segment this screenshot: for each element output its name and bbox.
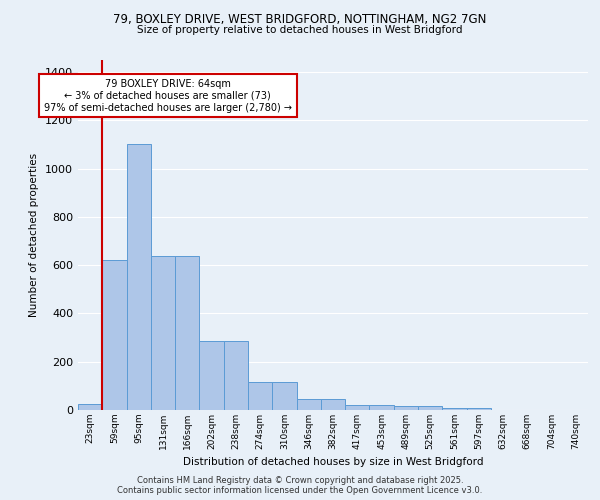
Bar [248, 382, 272, 410]
Text: Size of property relative to detached houses in West Bridgford: Size of property relative to detached ho… [137, 25, 463, 35]
Bar [442, 408, 467, 410]
Text: Contains HM Land Registry data © Crown copyright and database right 2025.
Contai: Contains HM Land Registry data © Crown c… [118, 476, 482, 495]
Bar [199, 341, 224, 410]
Y-axis label: Number of detached properties: Number of detached properties [29, 153, 40, 317]
X-axis label: Distribution of detached houses by size in West Bridgford: Distribution of detached houses by size … [183, 458, 483, 468]
Bar [151, 256, 175, 410]
Bar [102, 260, 127, 410]
Bar [467, 408, 491, 410]
Bar [345, 405, 370, 410]
Text: 79, BOXLEY DRIVE, WEST BRIDGFORD, NOTTINGHAM, NG2 7GN: 79, BOXLEY DRIVE, WEST BRIDGFORD, NOTTIN… [113, 12, 487, 26]
Bar [272, 382, 296, 410]
Bar [224, 341, 248, 410]
Text: 79 BOXLEY DRIVE: 64sqm
← 3% of detached houses are smaller (73)
97% of semi-deta: 79 BOXLEY DRIVE: 64sqm ← 3% of detached … [44, 80, 292, 112]
Bar [175, 256, 199, 410]
Bar [127, 144, 151, 410]
Bar [78, 404, 102, 410]
Bar [370, 405, 394, 410]
Bar [296, 399, 321, 410]
Bar [394, 406, 418, 410]
Bar [418, 406, 442, 410]
Bar [321, 399, 345, 410]
